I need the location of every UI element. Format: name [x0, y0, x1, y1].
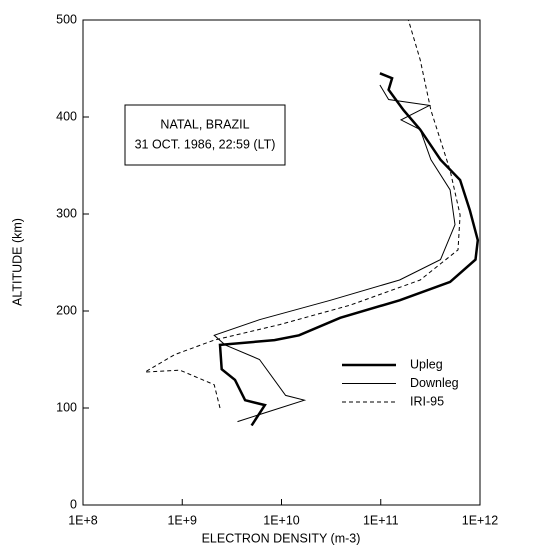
legend-label: IRI-95: [410, 394, 444, 408]
y-tick-label: 200: [56, 303, 77, 317]
y-tick-label: 300: [56, 206, 77, 220]
y-tick-label: 0: [70, 497, 77, 511]
annotation-box: [124, 104, 286, 166]
plot-frame: [82, 19, 481, 506]
x-tick-label: 1E+10: [263, 513, 300, 527]
series-line: [218, 72, 480, 427]
y-tick-label: 400: [56, 109, 77, 123]
series-line: [213, 84, 456, 423]
x-tick-label: 1E+11: [363, 513, 399, 527]
y-axis-label: ALTITUDE (km): [10, 218, 24, 306]
legend-label: Upleg: [410, 357, 443, 371]
legend-label: Downleg: [410, 376, 459, 390]
x-tick-label: 1E+12: [462, 513, 499, 527]
annotation: NATAL, BRAZIL: [160, 117, 249, 131]
x-tick-label: 1E+9: [167, 513, 197, 527]
x-tick-label: 1E+8: [68, 513, 98, 527]
x-axis-label: ELECTRON DENSITY (m-3): [202, 531, 361, 545]
series-line: [144, 19, 461, 409]
y-tick-label: 100: [56, 400, 77, 414]
y-tick-label: 500: [56, 12, 77, 26]
annotation: 31 OCT. 1986, 22:59 (LT): [135, 137, 276, 151]
